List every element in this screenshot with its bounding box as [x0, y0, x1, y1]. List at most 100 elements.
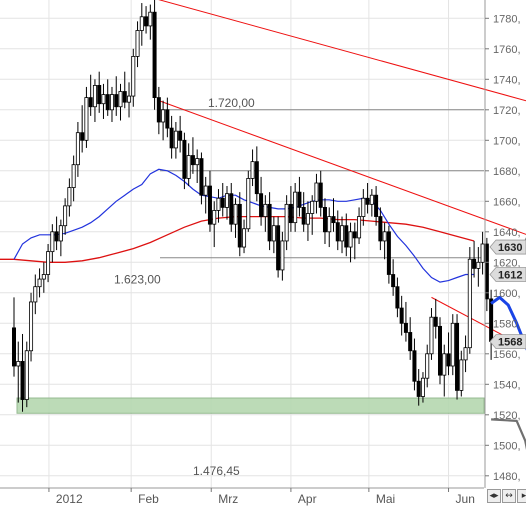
candle-body: [229, 193, 234, 225]
candle-body: [207, 185, 212, 225]
candle-body: [178, 130, 183, 141]
candle-body: [340, 225, 345, 242]
support-zone: [16, 397, 485, 414]
candle-body: [391, 274, 396, 288]
candle-body: [344, 225, 349, 248]
candle-body: [75, 132, 80, 166]
candle-body: [369, 194, 374, 205]
candle-body: [97, 85, 102, 105]
candle-body: [357, 216, 362, 239]
candle-body: [297, 191, 302, 208]
candle-body: [476, 261, 481, 269]
candle-body: [254, 161, 259, 195]
candle-body: [425, 353, 430, 379]
candle-body: [41, 274, 46, 280]
y-tick-label: 1540,: [493, 379, 521, 391]
candle-body: [293, 191, 298, 224]
candle-body: [156, 97, 161, 123]
candle-body: [50, 231, 55, 253]
y-tick-label: 1700,: [493, 135, 521, 147]
candle-body: [250, 161, 255, 179]
candle-body: [484, 243, 489, 300]
candle-body: [131, 56, 136, 97]
level-label: 1.720,00: [208, 96, 255, 110]
candle-body: [144, 16, 149, 27]
candle-body: [327, 216, 332, 233]
candle-body: [101, 94, 106, 105]
candle-body: [276, 225, 281, 271]
candle-body: [224, 193, 229, 208]
price-tag: [489, 334, 526, 349]
chart-navigation: ◂▸ ↔ ▸: [487, 489, 526, 503]
candle-body: [395, 286, 400, 309]
x-tick-label: Mai: [376, 492, 395, 506]
candle-body: [263, 203, 268, 217]
y-tick-label: 1560,: [493, 349, 521, 361]
candle-body: [242, 228, 247, 248]
candle-body: [152, 11, 157, 99]
y-tick-label: 1720,: [493, 105, 521, 117]
candle-body: [58, 225, 63, 242]
trend-line: [158, 100, 526, 235]
candle-body: [331, 216, 336, 224]
candle-body: [271, 225, 276, 242]
y-tick-label: 1500,: [493, 440, 521, 452]
candle-body: [165, 109, 170, 129]
projection-path: [491, 418, 526, 451]
candle-body: [212, 210, 217, 225]
candle-body: [267, 203, 272, 242]
y-tick-label: 1620,: [493, 257, 521, 269]
candle-body: [446, 353, 451, 367]
candle-body: [314, 182, 319, 202]
candle-body: [420, 377, 425, 397]
price-tag: [489, 267, 526, 282]
x-tick-label: Mrz: [218, 492, 238, 506]
candle-body: [63, 205, 68, 227]
price-tag-label: 1568: [498, 337, 522, 349]
candle-body: [80, 132, 85, 141]
candle-body: [84, 97, 89, 141]
scroll-left-right-icon[interactable]: ◂▸: [487, 489, 501, 503]
candle-body: [288, 203, 293, 224]
candle-body: [480, 243, 485, 263]
candle-body: [203, 185, 208, 196]
candle-body: [220, 197, 225, 208]
candle-body: [459, 359, 464, 391]
candle-body: [472, 258, 477, 269]
candle-body: [139, 16, 144, 31]
candle-body: [54, 231, 59, 242]
moving-average-blue: [13, 168, 475, 283]
y-tick-label: 1580,: [493, 318, 521, 330]
candle-body: [322, 206, 327, 233]
candle-body: [318, 182, 323, 208]
candle-body: [16, 361, 21, 367]
candle-body: [450, 322, 455, 367]
x-tick-label: Feb: [138, 492, 159, 506]
level-label: 1.623,00: [114, 273, 161, 287]
candle-body: [216, 197, 221, 211]
zoom-horizontal-icon[interactable]: ↔: [502, 489, 516, 503]
candle-body: [399, 307, 404, 324]
candle-body: [114, 94, 119, 108]
candle-body: [127, 95, 132, 103]
candle-body: [169, 127, 174, 149]
price-tag: [489, 239, 526, 255]
candle-body: [259, 193, 264, 217]
y-tick-label: 1600,: [493, 288, 521, 300]
projection-path: [490, 295, 526, 351]
y-tick-label: 1520,: [493, 410, 521, 422]
candle-body: [148, 11, 153, 27]
candle-body: [67, 187, 72, 207]
x-tick-label: Apr: [298, 492, 317, 506]
candle-body: [199, 158, 204, 196]
candle-body: [37, 278, 42, 288]
y-tick-label: 1760,: [493, 44, 521, 56]
scroll-right-icon[interactable]: ▸: [517, 489, 526, 503]
candle-body: [335, 222, 340, 242]
candle-body: [161, 109, 166, 123]
candle-body: [280, 240, 285, 271]
candle-body: [190, 155, 195, 166]
candle-body: [442, 353, 447, 376]
candle-body: [29, 301, 34, 352]
